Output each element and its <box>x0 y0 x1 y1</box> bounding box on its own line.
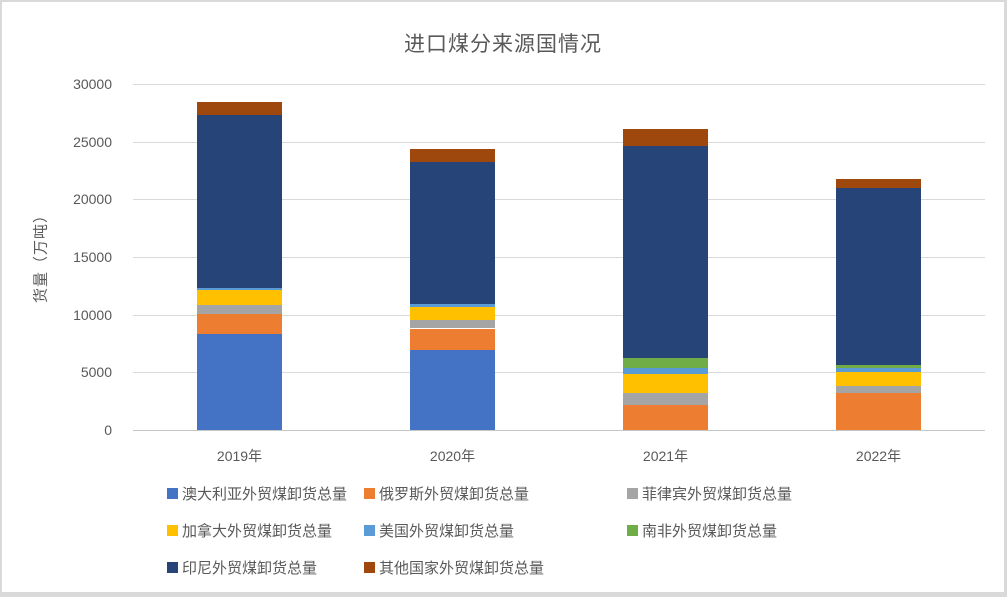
x-axis-label: 2019年 <box>216 448 263 464</box>
chart-title: 进口煤分来源国情况 <box>404 33 602 56</box>
bar-segment <box>836 386 921 394</box>
legend-item: 俄罗斯外贸煤卸货总量 <box>364 483 627 504</box>
gridline <box>133 372 985 374</box>
y-tick-label: 25000 <box>73 133 112 150</box>
gridline <box>133 257 985 258</box>
legend-label: 加拿大外贸煤卸货总量 <box>182 523 333 540</box>
bar-segment <box>623 368 708 375</box>
legend-item: 加拿大外贸煤卸货总量 <box>167 520 364 541</box>
y-tick-label: 0 <box>104 422 112 438</box>
bar-segment <box>623 374 708 394</box>
gridline <box>133 141 985 143</box>
y-tick-label: 15000 <box>73 249 112 265</box>
bar-segment <box>836 393 921 430</box>
legend-row: 加拿大外贸煤卸货总量 美国外贸煤卸货总量 南非外贸煤卸货总量 <box>167 520 987 541</box>
x-axis-label: 2022年 <box>855 448 902 464</box>
bar-segment <box>197 114 282 288</box>
bar-segment <box>197 334 282 430</box>
y-tick-label: 5000 <box>80 364 112 381</box>
y-tick-label: 30000 <box>73 76 112 92</box>
bar-segment <box>836 178 921 188</box>
legend-item: 南非外贸煤卸货总量 <box>627 520 887 541</box>
bar-segment <box>410 149 495 163</box>
legend-label: 美国外贸煤卸货总量 <box>379 523 515 540</box>
bar-segment <box>410 319 495 329</box>
bar-segment <box>836 365 921 368</box>
legend: 澳大利亚外贸煤卸货总量 俄罗斯外贸煤卸货总量 菲律宾外贸煤卸货总量加拿大外贸煤卸货总… <box>167 483 987 592</box>
legend-item: 菲律宾外贸煤卸货总量 <box>627 483 887 504</box>
bar-segment <box>197 304 282 315</box>
legend-label: 澳大利亚外贸煤卸货总量 <box>182 486 348 503</box>
bar-segment <box>410 328 495 351</box>
legend-label: 俄罗斯外贸煤卸货总量 <box>379 486 530 503</box>
legend-swatch-icon <box>364 525 375 536</box>
gridline <box>133 84 985 85</box>
legend-swatch-icon <box>167 525 178 536</box>
bar-segment <box>836 187 921 366</box>
legend-label: 印尼外贸煤卸货总量 <box>182 560 318 577</box>
bar-segment <box>836 372 921 387</box>
legend-item: 澳大利亚外贸煤卸货总量 <box>167 483 364 504</box>
x-axis-label: 2020年 <box>429 448 476 464</box>
legend-swatch-icon <box>364 562 375 573</box>
y-tick-label: 20000 <box>73 191 112 208</box>
legend-label: 菲律宾外贸煤卸货总量 <box>642 486 793 503</box>
legend-item: 其他国家外贸煤卸货总量 <box>364 557 627 578</box>
bar-segment <box>197 101 282 115</box>
bar-segment <box>623 357 708 369</box>
legend-swatch-icon <box>167 562 178 573</box>
gridline <box>133 314 985 316</box>
legend-label: 其他国家外贸煤卸货总量 <box>379 560 545 577</box>
legend-swatch-icon <box>627 525 638 536</box>
legend-row: 澳大利亚外贸煤卸货总量 俄罗斯外贸煤卸货总量 菲律宾外贸煤卸货总量 <box>167 483 987 504</box>
legend-item: 印尼外贸煤卸货总量 <box>167 557 364 578</box>
x-axis-label: 2021年 <box>642 448 689 464</box>
bar-segment <box>197 314 282 335</box>
legend-swatch-icon <box>627 488 638 499</box>
bar-segment <box>410 307 495 320</box>
legend-swatch-icon <box>364 488 375 499</box>
bar-segment <box>410 350 495 430</box>
bar-segment <box>410 304 495 308</box>
y-tick-label: 10000 <box>73 306 112 323</box>
bar-segment <box>197 289 282 305</box>
legend-label: 南非外贸煤卸货总量 <box>642 523 778 540</box>
legend-item: 美国外贸煤卸货总量 <box>364 520 627 541</box>
legend-swatch-icon <box>167 488 178 499</box>
bar-segment <box>623 128 708 146</box>
bar-segment <box>623 145 708 358</box>
legend-row: 印尼外贸煤卸货总量 其他国家外贸煤卸货总量 <box>167 557 987 578</box>
x-axis-line <box>133 430 985 431</box>
bar-segment <box>623 404 708 430</box>
bar-segment <box>410 162 495 305</box>
bar-segment <box>197 287 282 290</box>
bar-segment <box>623 393 708 405</box>
gridline <box>133 199 985 201</box>
bar-segment <box>836 367 921 373</box>
